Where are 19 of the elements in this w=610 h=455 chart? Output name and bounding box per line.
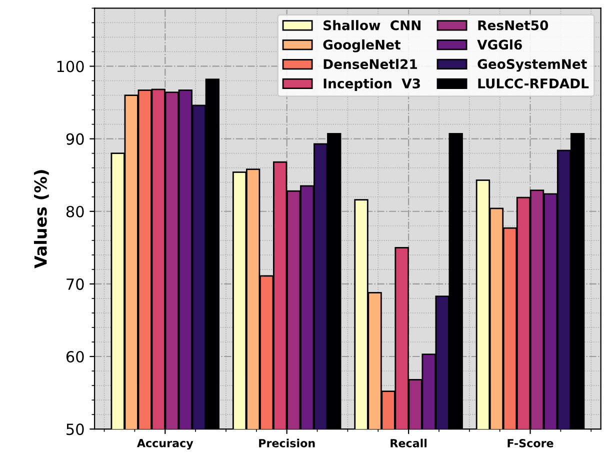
x-tick-label: Accuracy: [136, 439, 194, 450]
y-tick-label: 60: [66, 350, 84, 363]
legend-label: GoogleNet: [323, 39, 400, 52]
legend-label: Shallow CNN: [324, 20, 420, 30]
legend-label: GeoSystemNet: [478, 59, 587, 72]
legend-label: Inception V3: [324, 78, 420, 92]
y-tick-label: 80: [66, 206, 84, 218]
legend-label: ResNet50: [478, 20, 548, 30]
legend-label: VGGl6: [477, 39, 522, 50]
legend-label: LULCC-RFDADL: [478, 78, 589, 88]
y-tick-label: 50: [66, 424, 84, 436]
y-tick-label: 70: [66, 278, 84, 290]
x-tick-label: Precision: [259, 438, 315, 448]
y-axis-title: Values (%): [34, 170, 49, 268]
y-tick-label: 100: [57, 60, 84, 72]
legend-label: DenseNetl21: [324, 58, 417, 70]
x-tick-label: Recall: [390, 438, 427, 448]
y-tick-label: 90: [66, 133, 84, 145]
x-tick-label: F-Score: [508, 438, 554, 448]
